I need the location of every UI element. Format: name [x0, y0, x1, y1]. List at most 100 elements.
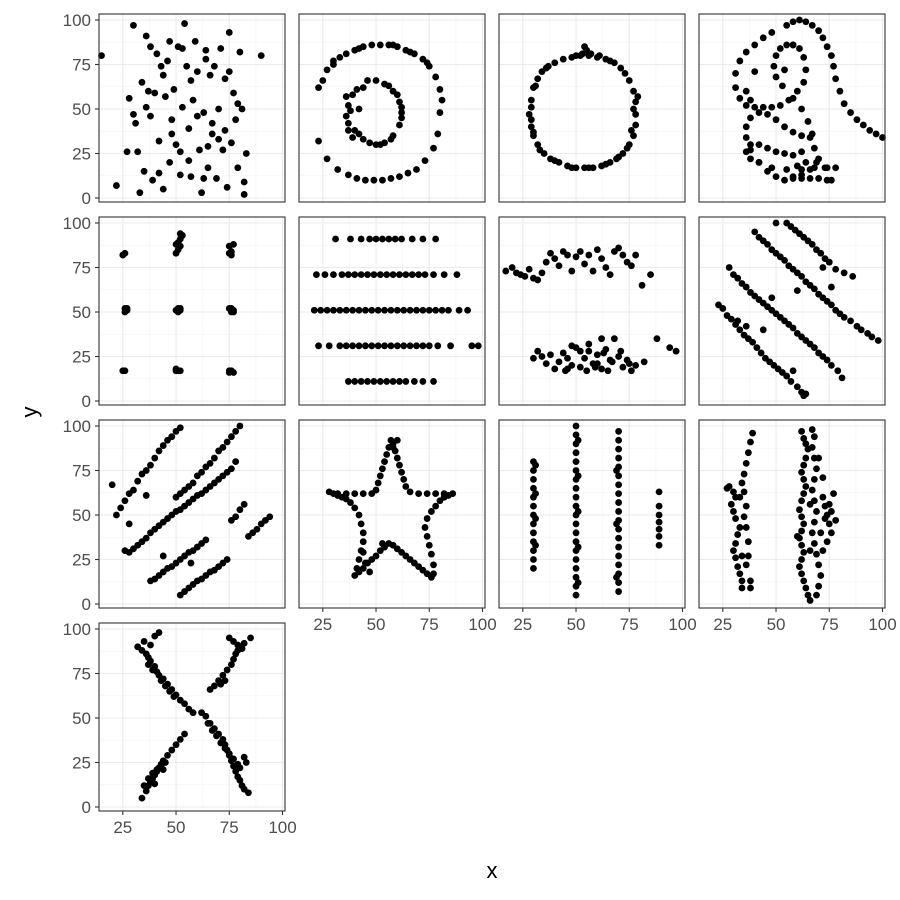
data-point	[591, 363, 599, 371]
data-point	[168, 130, 176, 138]
data-point	[151, 454, 159, 462]
y-tick-label: 50	[72, 303, 91, 322]
data-point	[232, 458, 240, 465]
data-point	[208, 130, 216, 138]
data-point	[349, 306, 357, 314]
data-point	[840, 100, 848, 108]
data-point	[223, 556, 231, 563]
panel-border	[698, 13, 886, 203]
data-point	[847, 109, 854, 116]
data-point	[734, 274, 742, 282]
data-point	[361, 176, 369, 184]
data-point	[364, 77, 371, 84]
panel-border	[98, 419, 286, 609]
data-point	[823, 538, 831, 546]
data-point	[615, 436, 623, 444]
data-point	[789, 324, 797, 332]
data-point	[200, 109, 208, 116]
y-tick-label: 0	[82, 392, 91, 411]
data-point	[266, 513, 274, 521]
data-point	[740, 470, 748, 478]
data-point	[730, 547, 737, 554]
data-point	[530, 556, 537, 563]
data-point	[236, 506, 244, 514]
data-point	[159, 71, 167, 79]
data-point	[206, 71, 214, 79]
data-point	[859, 121, 867, 129]
data-point	[398, 468, 405, 476]
data-point	[342, 93, 350, 100]
data-point	[727, 315, 735, 323]
data-point	[421, 157, 429, 165]
data-point	[351, 271, 359, 279]
data-point	[370, 271, 378, 279]
data-point	[742, 48, 750, 56]
data-point	[406, 306, 414, 314]
data-point	[234, 100, 242, 108]
scatter-points	[530, 422, 663, 599]
data-point	[440, 490, 448, 498]
data-point	[819, 474, 827, 482]
data-point	[449, 490, 457, 498]
data-point	[155, 629, 163, 636]
data-point	[547, 351, 554, 359]
data-point	[400, 476, 408, 483]
data-point	[219, 443, 227, 451]
data-point	[247, 634, 254, 642]
data-point	[227, 433, 235, 441]
data-point	[225, 369, 233, 376]
data-point	[144, 87, 152, 95]
data-point	[572, 422, 580, 430]
data-point	[798, 468, 805, 476]
panel-border	[98, 13, 286, 203]
data-point	[210, 682, 218, 690]
data-point	[213, 732, 220, 740]
data-point	[610, 335, 618, 343]
data-point	[383, 378, 391, 385]
data-point	[221, 75, 229, 83]
data-point	[423, 490, 431, 498]
data-point	[725, 483, 733, 490]
data-point	[398, 114, 405, 122]
data-point	[574, 543, 582, 551]
data-point	[810, 164, 818, 172]
data-point	[655, 525, 663, 533]
data-point	[355, 306, 363, 314]
data-point	[798, 105, 805, 113]
data-point	[379, 176, 386, 184]
data-point	[789, 18, 797, 26]
data-point	[330, 306, 337, 314]
data-point	[225, 29, 233, 36]
data-point	[559, 55, 567, 63]
data-point	[747, 141, 754, 149]
data-point	[574, 579, 582, 587]
data-point	[383, 451, 391, 458]
data-point	[330, 271, 337, 279]
y-tick-label: 75	[72, 462, 91, 481]
data-point	[398, 103, 405, 111]
data-point	[168, 746, 176, 754]
x-tick-label: 50	[367, 615, 386, 634]
data-point	[619, 363, 627, 371]
data-point	[419, 235, 427, 243]
scatter-points	[715, 219, 882, 400]
data-point	[315, 342, 322, 350]
data-point	[317, 306, 325, 314]
data-point	[647, 271, 654, 279]
data-point	[176, 306, 184, 314]
data-point	[238, 645, 246, 652]
data-point	[525, 265, 533, 273]
data-point	[819, 493, 827, 501]
data-point	[387, 342, 395, 350]
data-point	[742, 502, 750, 510]
data-point	[576, 347, 584, 355]
data-point	[355, 342, 363, 350]
y-tick-label: 25	[72, 754, 91, 773]
facet-panel-v_lines	[498, 419, 686, 609]
data-point	[108, 481, 116, 489]
data-point	[783, 372, 791, 380]
data-point	[832, 265, 840, 273]
data-point	[623, 144, 631, 152]
data-point	[832, 75, 840, 83]
data-point	[798, 273, 805, 280]
